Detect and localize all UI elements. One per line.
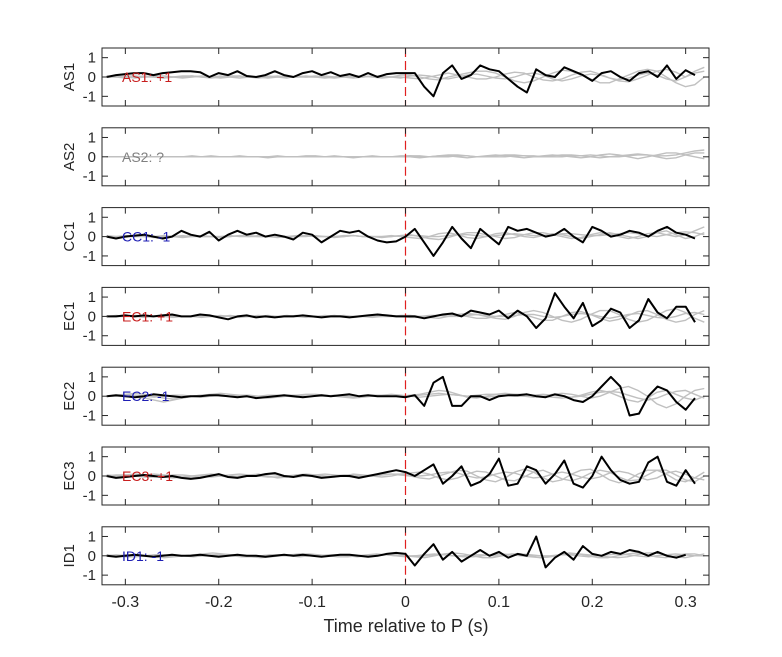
y-tick-label: 0 — [88, 388, 96, 405]
y-tick-label: 1 — [88, 209, 96, 226]
plot-area — [106, 207, 705, 266]
x-tick-label: 0.2 — [581, 594, 603, 611]
y-tick-label: 0 — [88, 548, 96, 565]
y-tick-label: 0 — [88, 69, 96, 86]
y-tick-label: -1 — [83, 487, 96, 504]
primary-trace — [106, 64, 696, 98]
polarity-annotation: ID1: -1 — [122, 548, 164, 564]
primary-trace — [106, 455, 696, 489]
panel-cc1: -1 0 1 CC1 CC1: -1 — [61, 207, 710, 267]
plot-area — [106, 127, 705, 186]
panel-ec3: -1 0 1 EC3 EC3: +1 — [61, 446, 710, 506]
panel-as1: -1 0 1 AS1 AS1: +1 — [61, 47, 710, 107]
station-label: EC1 — [61, 302, 78, 331]
primary-trace — [106, 225, 696, 257]
panel-as2: -1 0 1 AS2 AS2: ? — [61, 127, 710, 187]
y-tick-label: 0 — [88, 468, 96, 485]
primary-trace — [106, 535, 686, 569]
y-tick-label: -1 — [83, 328, 96, 345]
panel-id1: -1 0 1 ID1 ID1: -1 — [61, 526, 710, 586]
x-tick-label: -0.1 — [298, 594, 326, 611]
y-tick-label: 1 — [88, 528, 96, 545]
x-tick-label: -0.3 — [112, 594, 140, 611]
y-tick-label: 1 — [88, 289, 96, 306]
plot-area — [106, 48, 705, 106]
polarity-annotation: EC1: +1 — [122, 308, 173, 324]
y-tick-label: 1 — [88, 369, 96, 386]
station-label: AS2 — [61, 143, 78, 171]
station-label: EC3 — [61, 461, 78, 490]
polarity-annotation: EC3: +1 — [122, 468, 173, 484]
y-tick-label: -1 — [83, 88, 96, 105]
x-tick-label: 0.1 — [488, 594, 510, 611]
station-label: EC2 — [61, 382, 78, 411]
plot-area — [106, 526, 705, 585]
y-tick-label: -1 — [83, 567, 96, 584]
x-tick-label: -0.2 — [205, 594, 233, 611]
panel-ec1: -1 0 1 EC1 EC1: +1 — [61, 286, 710, 346]
plot-area — [106, 287, 705, 346]
panels-layer: -1 0 1 AS1 AS1: +1 -1 0 1 AS2 AS2: ? -1 0 1 CC1 CC1: -… — [61, 47, 710, 611]
polarity-annotation: AS1: +1 — [122, 69, 172, 85]
panel-ec2: -1 0 1 EC2 EC2: -1 — [61, 366, 710, 426]
polarity-annotation: AS2: ? — [122, 149, 164, 165]
primary-trace — [106, 375, 696, 417]
x-tick-label: 0.3 — [675, 594, 697, 611]
y-tick-label: -1 — [83, 248, 96, 265]
polarity-annotation: CC1: -1 — [122, 229, 170, 245]
y-tick-label: -1 — [83, 168, 96, 185]
plot-area — [106, 447, 705, 505]
y-tick-label: 1 — [88, 50, 96, 67]
y-tick-label: 0 — [88, 149, 96, 166]
station-label: AS1 — [61, 63, 78, 91]
y-tick-label: 1 — [88, 449, 96, 466]
y-tick-label: -1 — [83, 408, 96, 425]
x-tick-label: 0 — [401, 594, 410, 611]
station-label: CC1 — [61, 222, 78, 252]
y-tick-label: 1 — [88, 129, 96, 146]
y-tick-label: 0 — [88, 229, 96, 246]
polarity-annotation: EC2: -1 — [122, 388, 170, 404]
y-tick-label: 0 — [88, 308, 96, 325]
primary-trace — [106, 292, 696, 329]
station-label: ID1 — [61, 544, 78, 567]
x-axis-label: Time relative to P (s) — [323, 616, 488, 636]
plot-area — [106, 367, 705, 426]
